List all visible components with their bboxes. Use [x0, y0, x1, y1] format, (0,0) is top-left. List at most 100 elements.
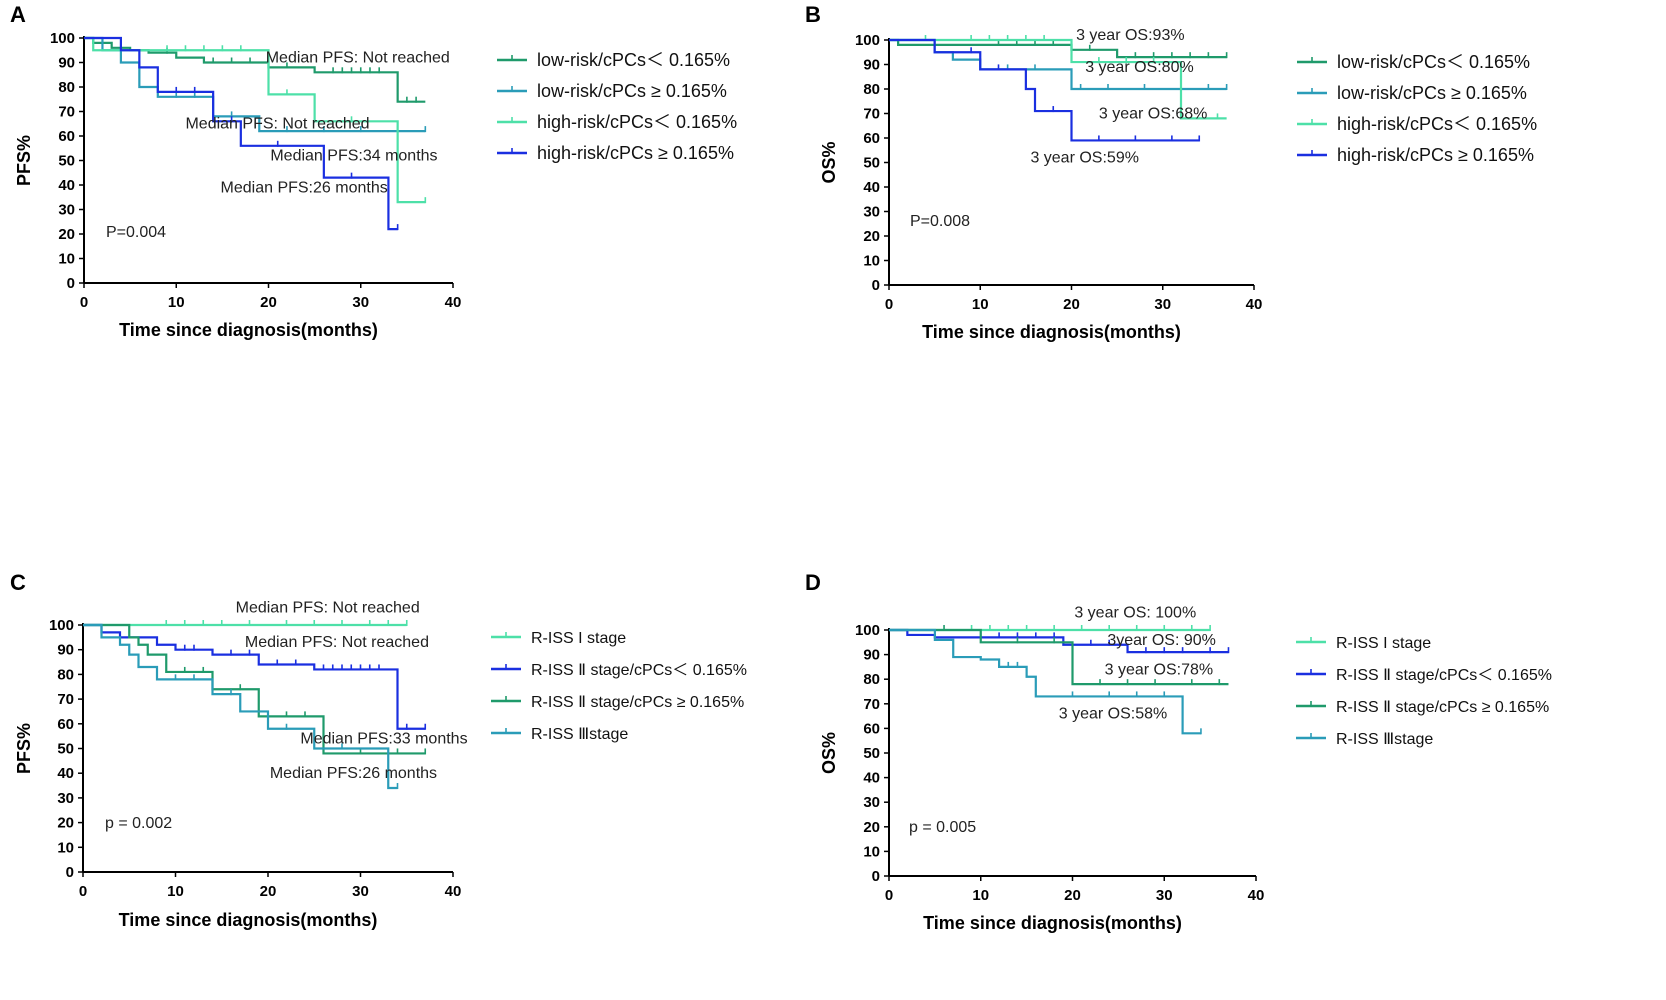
y-tick-label: 100: [49, 617, 74, 634]
legend-entry: high-risk/cPCs ≥ 0.165%: [537, 143, 734, 163]
series-3: [889, 35, 1227, 120]
y-tick-label: 90: [863, 647, 880, 664]
x-tick-label: 0: [885, 887, 893, 904]
p-value-label: p = 0.002: [105, 815, 172, 832]
curve-annotation: Median PFS: Not reached: [266, 50, 450, 67]
y-tick-label: 100: [855, 622, 880, 639]
panel-a: A 0 10 20 30 40 50 60 70 80 90 100 0 10 20 30 40 Time sin…: [10, 2, 737, 340]
curve-annotation: 3 year OS:68%: [1099, 105, 1208, 122]
survival-curve: [83, 623, 398, 790]
x-tick-label: 20: [260, 294, 277, 311]
series-1: [83, 620, 408, 627]
series-3: [889, 625, 1229, 686]
series-4: [83, 623, 399, 790]
p-value-label: P=0.004: [106, 224, 166, 241]
legend-entry: low-risk/cPCs＜ 0.165%: [537, 50, 730, 70]
y-tick-label: 0: [66, 864, 74, 881]
legend-entry: R-ISS I stage: [531, 630, 626, 647]
x-tick-label: 40: [1248, 887, 1265, 904]
y-tick-label: 90: [863, 57, 880, 74]
y-tick-label: 50: [863, 745, 880, 762]
legend-entry: R-ISS Ⅱ stage/cPCs ≥ 0.165%: [531, 694, 744, 711]
x-tick-label: 0: [79, 883, 87, 900]
y-tick-label: 80: [58, 79, 75, 96]
panel-letter: B: [805, 2, 821, 27]
curve-annotation: 3 year OS:80%: [1085, 59, 1194, 76]
y-tick-label: 80: [863, 671, 880, 688]
x-tick-label: 30: [352, 883, 369, 900]
legend-entry: R-ISS Ⅲstage: [531, 726, 628, 743]
legend-entry: high-risk/cPCs＜ 0.165%: [537, 112, 737, 132]
x-tick-label: 30: [352, 294, 369, 311]
x-tick-label: 20: [260, 883, 277, 900]
y-tick-label: 20: [863, 819, 880, 836]
y-tick-label: 10: [58, 251, 75, 268]
curve-annotation: 3 year OS:59%: [1030, 150, 1139, 167]
y-tick-label: 70: [57, 691, 74, 708]
y-tick-label: 90: [57, 642, 74, 659]
y-tick-label: 0: [872, 277, 880, 294]
y-tick-label: 30: [863, 204, 880, 221]
legend: low-risk/cPCs＜ 0.165% low-risk/cPCs ≥ 0.1…: [1297, 52, 1537, 165]
curve-annotation: Median PFS: Not reached: [236, 600, 420, 617]
y-tick-label: 70: [863, 106, 880, 123]
y-tick-label: 50: [863, 155, 880, 172]
y-tick-label: 50: [58, 153, 75, 170]
x-tick-label: 0: [80, 294, 88, 311]
y-tick-label: 100: [50, 30, 75, 47]
legend-entry: R-ISS Ⅱ stage/cPCs ≥ 0.165%: [1336, 699, 1549, 716]
y-tick-label: 0: [67, 275, 75, 292]
x-tick-label: 40: [445, 883, 462, 900]
curve-annotation: Median PFS:26 months: [221, 179, 388, 196]
y-tick-label: 10: [57, 839, 74, 856]
curve-annotation: Median PFS:26 months: [270, 765, 437, 782]
x-axis-title: Time since diagnosis(months): [923, 913, 1182, 933]
x-tick-label: 20: [1064, 887, 1081, 904]
series-2: [83, 623, 427, 730]
panel-letter: C: [10, 570, 26, 595]
y-tick-label: 70: [863, 696, 880, 713]
panel-d: D 0 10 20 30 40 50 60 70 80 90 100 0 10 20 30 40 Time sin…: [805, 570, 1552, 933]
legend-entry: high-risk/cPCs ≥ 0.165%: [1337, 145, 1534, 165]
series-3: [83, 623, 427, 755]
x-tick-label: 30: [1154, 296, 1171, 313]
x-tick-label: 10: [972, 887, 989, 904]
y-tick-label: 40: [57, 765, 74, 782]
panel-letter: D: [805, 570, 821, 595]
curve-annotation: 3 year OS:58%: [1059, 706, 1168, 723]
y-tick-label: 30: [57, 790, 74, 807]
survival-curve: [889, 628, 1229, 686]
y-tick-label: 100: [855, 32, 880, 49]
y-tick-label: 20: [58, 226, 75, 243]
y-tick-label: 60: [863, 130, 880, 147]
series-4: [889, 38, 1201, 142]
series-1: [84, 36, 426, 103]
legend-entry: high-risk/cPCs＜ 0.165%: [1337, 114, 1537, 134]
curve-annotation: 3 year OS: 100%: [1074, 605, 1196, 622]
panel-c: C 0 10 20 30 40 50 60 70 80 90 100 0 10 20 30 40 Time sin…: [10, 570, 747, 930]
y-tick-label: 30: [863, 794, 880, 811]
y-tick-label: 40: [863, 179, 880, 196]
y-axis-title: OS%: [819, 732, 839, 774]
x-tick-label: 40: [445, 294, 462, 311]
legend-entry: R-ISS Ⅱ stage/cPCs＜ 0.165%: [531, 662, 747, 679]
y-axis-title: PFS%: [14, 135, 34, 186]
y-tick-label: 60: [57, 716, 74, 733]
curve-annotation: Median PFS: Not reached: [185, 116, 369, 133]
survival-curve: [889, 38, 1200, 142]
y-axis-title: OS%: [819, 141, 839, 183]
legend-entry: low-risk/cPCs＜ 0.165%: [1337, 52, 1530, 72]
y-tick-label: 30: [58, 202, 75, 219]
survival-curve: [84, 36, 426, 204]
panel-letter: A: [10, 2, 26, 27]
y-tick-label: 90: [58, 55, 75, 72]
series-3: [84, 36, 427, 204]
curve-annotation: Median PFS: Not reached: [245, 634, 429, 651]
y-tick-label: 10: [863, 843, 880, 860]
x-tick-label: 20: [1063, 296, 1080, 313]
legend-entry: low-risk/cPCs ≥ 0.165%: [537, 81, 727, 101]
series-4: [889, 628, 1202, 735]
panel-b: B 0 10 20 30 40 50 60 70 80 90 100 0 10 20 30 40 Time sin…: [805, 2, 1537, 342]
survival-curve: [84, 36, 398, 231]
